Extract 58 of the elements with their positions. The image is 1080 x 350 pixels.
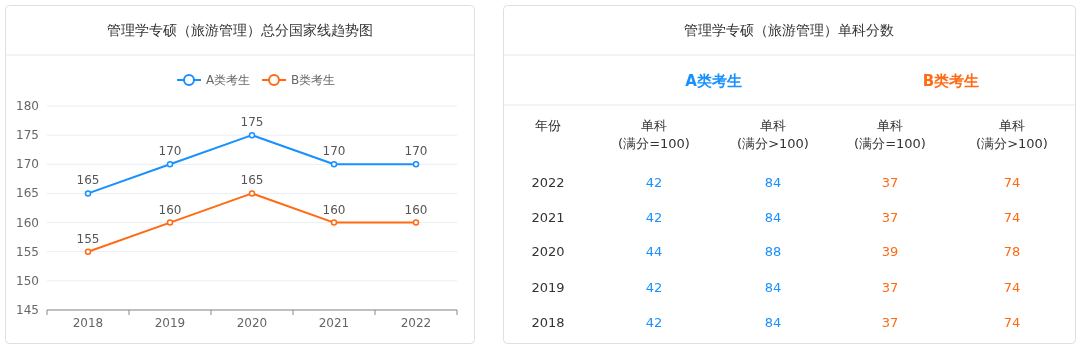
data-label: 84 — [764, 210, 782, 225]
data-label: 37 — [881, 210, 899, 225]
x-tick-label: 单科 (满分>100) — [976, 118, 1048, 151]
y-tick-label: 2021 — [531, 210, 565, 225]
data-label: 42 — [645, 315, 663, 330]
data-label: 165 — [240, 173, 264, 188]
y-tick-label: 150 — [16, 273, 39, 288]
data-label: 160 — [158, 202, 182, 217]
y-tick-label: 2019 — [531, 280, 565, 295]
data-label: 44 — [645, 244, 663, 259]
x-tick-label: 单科 (满分=100) — [854, 118, 926, 151]
data-label: 170 — [158, 144, 182, 159]
data-label: 84 — [764, 280, 782, 295]
data-label: 37 — [881, 175, 899, 190]
data-label: 74 — [1003, 280, 1021, 295]
x-tick-label: 2020 — [236, 316, 268, 330]
data-label: 175 — [240, 115, 264, 130]
data-label: 88 — [764, 244, 782, 259]
data-label: 37 — [881, 315, 899, 330]
data-label: 160 — [404, 202, 428, 217]
data-label: 160 — [322, 202, 346, 217]
y-tick-label: 155 — [16, 244, 39, 259]
text: A类考生 — [685, 72, 742, 90]
x-tick-label: 单科 (满分>100) — [737, 118, 809, 151]
data-label: 42 — [645, 280, 663, 295]
y-tick-label: 145 — [16, 303, 39, 317]
y-tick-label: 160 — [16, 215, 39, 230]
y-tick-label: 2020 — [531, 244, 565, 259]
data-label: 74 — [1003, 315, 1021, 330]
y-tick-label: 175 — [16, 128, 39, 143]
data-label: 42 — [645, 210, 663, 225]
text: B类考生 — [922, 72, 980, 90]
legend-label: B类考生 — [291, 73, 336, 87]
data-label: 74 — [1003, 175, 1021, 190]
x-tick-label: 2018 — [72, 316, 104, 330]
y-tick-label: 170 — [16, 157, 39, 172]
data-label: 74 — [1003, 210, 1021, 225]
y-tick-label: 165 — [16, 186, 39, 201]
x-tick-label: 单科 (满分=100) — [618, 118, 690, 151]
data-label: 170 — [404, 144, 428, 159]
chart-title: 管理学专硕（旅游管理）单科分数 — [684, 22, 894, 38]
data-label: 42 — [645, 175, 663, 190]
data-label: 37 — [881, 280, 899, 295]
data-label: 165 — [76, 173, 100, 188]
x-tick-label: 2022 — [400, 316, 432, 330]
data-label: 155 — [76, 231, 100, 246]
legend-label: A类考生 — [206, 73, 251, 87]
text: 年份 — [535, 118, 561, 133]
chart-title: 管理学专硕（旅游管理）总分国家线趋势图 — [106, 22, 373, 38]
data-label: 84 — [764, 315, 782, 330]
x-tick-label: 2021 — [318, 316, 350, 330]
y-tick-label: 2022 — [531, 175, 565, 190]
data-label: 78 — [1003, 244, 1021, 259]
data-label: 39 — [881, 244, 899, 259]
data-label: 170 — [322, 144, 346, 159]
x-tick-label: 2019 — [154, 316, 186, 330]
data-label: 84 — [764, 175, 782, 190]
y-tick-label: 180 — [16, 99, 39, 113]
